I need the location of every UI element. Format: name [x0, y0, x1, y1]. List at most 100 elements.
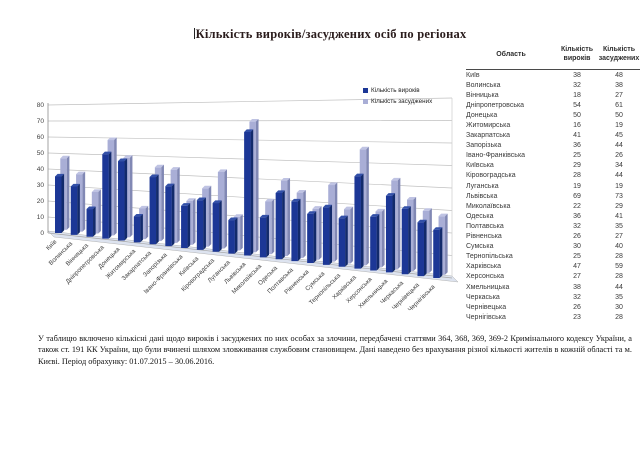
bar-pair: [212, 169, 227, 252]
table-row: Кіровоградська 28 44: [466, 171, 640, 181]
legend-label-verdicts: Кількість вироків: [371, 87, 420, 94]
gridline: [47, 97, 453, 106]
region-cell: Одеська: [466, 212, 494, 220]
footnote-text: У таблицю включено кількісні дані щодо в…: [38, 334, 632, 366]
region-cell: Чернігівська: [466, 313, 506, 321]
table-row: Чернівецька 26 30: [466, 302, 640, 312]
bar-pair: [401, 196, 417, 275]
y-tick-label: 10: [37, 214, 45, 221]
region-cell: Рівненська: [466, 233, 502, 241]
verdicts-cell: 69: [573, 192, 581, 200]
verdicts-cell: 26: [573, 233, 581, 241]
verdicts-cell: 47: [573, 263, 581, 271]
convicted-cell: 44: [615, 172, 623, 180]
verdicts-cell: 19: [573, 182, 581, 190]
table-row: Волинська 32 38: [466, 80, 640, 90]
legend-item-verdicts: Кількість вироків: [363, 87, 432, 94]
region-cell: Херсонська: [466, 273, 505, 281]
table-row: Житомирська 16 19: [466, 120, 640, 130]
region-cell: Хмельницька: [466, 283, 510, 291]
table-row: Харківська 47 59: [466, 262, 640, 272]
convicted-cell: 35: [615, 293, 623, 301]
table-row: Черкаська 32 35: [466, 292, 640, 302]
region-cell: Луганська: [466, 182, 499, 190]
y-tick-label: 70: [37, 118, 45, 125]
region-cell: Вінницька: [466, 91, 499, 99]
convicted-cell: 28: [615, 313, 623, 321]
region-cell: Дніпропетровська: [466, 101, 525, 109]
table-row: Запорізька 36 44: [466, 141, 640, 151]
region-cell: Полтавська: [466, 222, 504, 230]
legend-item-convicted: Кількість засуджених: [363, 98, 432, 105]
convicted-cell: 40: [615, 243, 623, 251]
table-row: Одеська 36 41: [466, 211, 640, 221]
y-tick-label: 40: [37, 166, 45, 173]
bar-pair: [370, 208, 385, 271]
bar-pair: [259, 198, 275, 258]
verdicts-cell: 26: [573, 303, 581, 311]
y-tick-label: 0: [40, 230, 44, 237]
bar-pair: [165, 167, 180, 247]
verdicts-cell: 29: [573, 162, 581, 170]
table-header-row: Область Кількість вироків Кількість засу…: [466, 43, 640, 70]
bar-pair: [118, 155, 133, 241]
verdicts-cell: 18: [573, 91, 581, 99]
table-row: Тернопільська 25 28: [466, 252, 640, 262]
table-row: Дніпропетровська 54 61: [466, 100, 640, 110]
convicted-cell: 38: [615, 81, 623, 89]
bar-pair: [55, 155, 70, 233]
region-cell: Київ: [466, 71, 480, 79]
convicted-cell: 44: [615, 283, 623, 291]
table-row: Миколаївська 22 29: [466, 201, 640, 211]
verdicts-cell: 16: [573, 122, 581, 130]
table-row: Львівська 69 73: [466, 191, 640, 201]
convicted-cell: 41: [615, 212, 623, 220]
y-tick-label: 80: [37, 102, 45, 109]
legend-swatch-verdicts: [363, 88, 368, 93]
region-cell: Черкаська: [466, 293, 500, 301]
convicted-cell: 26: [615, 152, 623, 160]
convicted-cell: 44: [615, 142, 623, 150]
convicted-cell: 45: [615, 132, 623, 140]
bar-pair: [181, 198, 196, 248]
table-row: Луганська 19 19: [466, 181, 640, 191]
bar-pair: [433, 213, 448, 278]
convicted-cell: 61: [615, 101, 623, 109]
convicted-cell: 73: [615, 192, 623, 200]
table-row: Херсонська 27 28: [466, 272, 640, 282]
region-cell: Волинська: [466, 81, 501, 89]
text-cursor-caret: [193, 28, 195, 39]
region-cell: Житомирська: [466, 122, 511, 130]
verdicts-cell: 32: [573, 81, 581, 89]
table-row: Рівненська 26 27: [466, 232, 640, 242]
verdicts-cell: 36: [573, 212, 581, 220]
bar-pair: [275, 177, 291, 260]
bar-pair: [228, 214, 243, 254]
verdicts-cell: 41: [573, 132, 581, 140]
convicted-cell: 30: [615, 303, 623, 311]
verdicts-cell: 25: [573, 152, 581, 160]
convicted-cell: 29: [615, 202, 623, 210]
table-row: Івано-Франківська 25 26: [466, 151, 640, 161]
chart-title: Кількість вироків/засуджених осіб по рег…: [105, 27, 555, 42]
header-convicted: Кількість засуджених: [598, 46, 640, 62]
bar-pair: [86, 189, 101, 237]
verdicts-cell: 22: [573, 202, 581, 210]
verdicts-cell: 27: [573, 273, 581, 281]
table-row: Хмельницька 38 44: [466, 282, 640, 292]
header-verdicts: Кількість вироків: [560, 46, 594, 62]
convicted-cell: 34: [615, 162, 623, 170]
table-row: Київ 38 48: [466, 70, 640, 80]
y-tick-label: 50: [37, 150, 45, 157]
verdicts-cell: 36: [573, 142, 581, 150]
region-cell: Чернівецька: [466, 303, 507, 311]
table-body: Київ 38 48 Волинська 32 38 Вінницька 18 27 Дніпро…: [466, 70, 640, 322]
regions-table: Область Кількість вироків Кількість засу…: [466, 43, 640, 322]
table-row: Полтавська 32 35: [466, 221, 640, 231]
table-row: Вінницька 18 27: [466, 90, 640, 100]
y-tick-label: 60: [37, 134, 45, 141]
convicted-cell: 28: [615, 253, 623, 261]
chart-title-text: Кількість вироків/засуджених осіб по рег…: [195, 27, 467, 41]
verdicts-cell: 32: [573, 222, 581, 230]
